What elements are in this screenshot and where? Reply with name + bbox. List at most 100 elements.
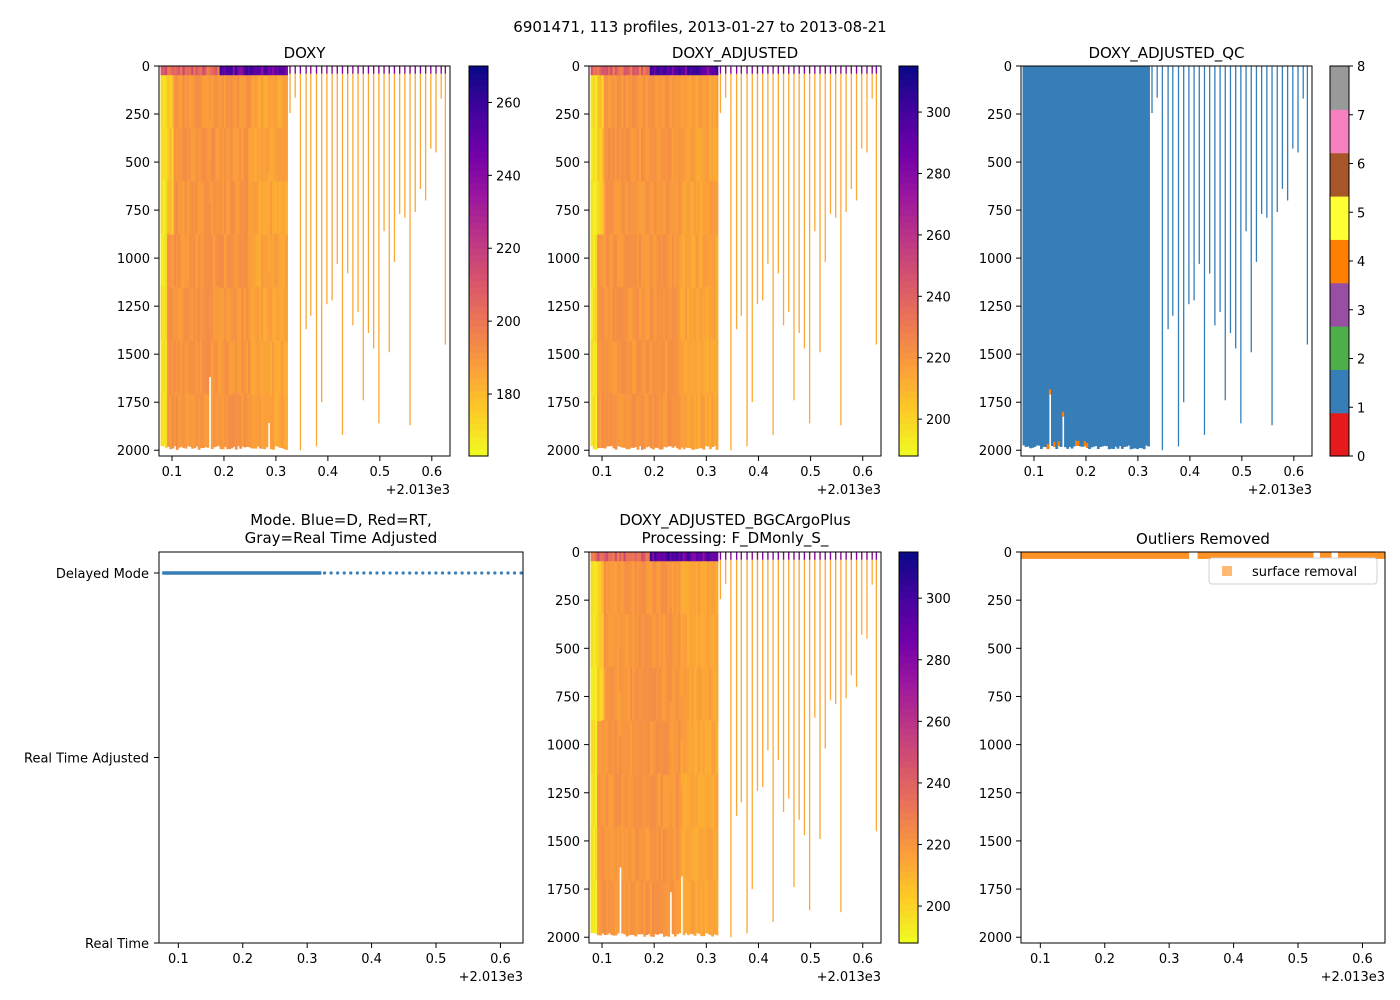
heatmap-cell: [709, 720, 712, 775]
heatmap-cell: [191, 74, 194, 129]
heatmap-cell: [647, 880, 651, 934]
colorbar-swatch: [899, 565, 918, 573]
heatmap-cell: [656, 774, 660, 829]
heatmap-cell: [237, 339, 240, 394]
heatmap-cell: [641, 560, 644, 615]
colorbar-swatch: [469, 66, 488, 74]
heatmap-cell: [689, 341, 693, 396]
qc-profile: [1033, 66, 1037, 447]
heatmap-cell: [698, 234, 701, 289]
heatmap-cell: [680, 287, 684, 342]
colorbar-swatch: [899, 215, 918, 223]
heatmap-cell: [621, 393, 625, 448]
heatmap-cell: [590, 826, 594, 880]
colorbar-swatch: [899, 923, 918, 931]
heatmap-cell: [223, 180, 227, 235]
qc-profile: [1112, 66, 1115, 449]
heatmap-surface-cell: [684, 552, 688, 562]
colorbar-swatch: [469, 222, 488, 230]
y-tick-label: 0: [1004, 60, 1012, 75]
qc-profile: [1138, 66, 1142, 448]
heatmap-surface-cell: [682, 552, 686, 562]
heatmap-surface-cell: [616, 66, 620, 76]
heatmap-surface-cell: [660, 552, 664, 562]
heatmap-cell: [695, 720, 699, 774]
heatmap-cell: [689, 880, 693, 934]
heatmap-surface-cell: [592, 552, 596, 562]
heatmap-cell: [673, 882, 677, 937]
heatmap-cell: [261, 74, 264, 129]
colorbar-swatch: [899, 916, 918, 925]
heatmap-cell: [625, 234, 629, 289]
heatmap-cell: [276, 233, 280, 288]
heatmap-cell: [643, 234, 647, 289]
heatmap-cell: [658, 879, 662, 934]
heatmap-cell: [660, 128, 664, 183]
heatmap-cell: [698, 613, 701, 668]
heatmap-cell: [638, 74, 642, 129]
heatmap-surface-cell: [627, 66, 631, 76]
colorbar-swatch: [469, 118, 488, 126]
heatmap-cell: [610, 339, 614, 394]
colorbar-tick-label: 4: [1357, 255, 1365, 270]
heatmap-cell: [673, 286, 677, 341]
heatmap-cell: [706, 773, 710, 828]
heatmap-surface-cell: [254, 66, 258, 76]
heatmap-cell: [250, 181, 253, 236]
heatmap-cell: [612, 341, 616, 395]
colorbar-swatch: [899, 313, 918, 321]
heatmap-profile: [424, 66, 427, 201]
heatmap-profile-surface: [835, 66, 837, 74]
heatmap-cell: [178, 181, 181, 235]
heatmap-cell: [667, 882, 671, 937]
heatmap-cell: [695, 613, 699, 668]
colorbar-swatch: [899, 754, 918, 762]
heatmap-cell: [667, 775, 671, 830]
colorbar-swatch: [469, 215, 488, 223]
heatmap-cell: [658, 74, 662, 129]
heatmap-cell: [186, 286, 190, 341]
heatmap-profile: [793, 66, 795, 401]
surface-removal-marker: [1021, 552, 1190, 559]
heatmap-cell: [215, 74, 218, 129]
colorbar-tick-label: 200: [926, 413, 951, 428]
heatmap-surface-cell: [219, 66, 223, 76]
heatmap-surface-cell: [702, 66, 706, 76]
heatmap-profile-surface: [829, 66, 832, 74]
heatmap-profile: [719, 552, 722, 600]
heatmap-cell: [713, 233, 717, 288]
heatmap-cell: [649, 287, 653, 342]
heatmap-cell: [210, 341, 214, 396]
heatmap-cell: [649, 341, 653, 395]
heatmap-cell: [645, 720, 649, 775]
legend-label: surface removal: [1252, 565, 1357, 580]
qc-profile: [1144, 66, 1148, 446]
heatmap-surface-cell: [636, 66, 640, 76]
heatmap-cell: [265, 234, 269, 288]
colorbar-swatch: [1330, 282, 1349, 327]
heatmap-cell: [254, 234, 258, 289]
heatmap-cell: [632, 667, 636, 722]
heatmap-cell: [621, 74, 625, 129]
heatmap-cell: [263, 181, 267, 236]
heatmap-cell: [182, 234, 186, 289]
heatmap-cell: [700, 560, 704, 615]
heatmap-cell: [680, 74, 684, 129]
heatmap-cell: [665, 881, 668, 936]
heatmap-profile: [751, 66, 753, 403]
heatmap-profile-surface: [357, 66, 359, 74]
heatmap-cell: [632, 127, 636, 182]
heatmap-cell: [599, 721, 603, 776]
heatmap-cell: [282, 128, 286, 183]
heatmap-surface-cell: [660, 66, 664, 76]
heatmap-cell: [202, 181, 205, 236]
heatmap-profile: [730, 552, 732, 938]
heatmap-profile: [321, 66, 323, 403]
delayed-mode-point: [329, 571, 333, 575]
heatmap-surface-cell: [608, 66, 611, 76]
colorbar-swatch: [899, 669, 918, 677]
heatmap-profile: [294, 66, 296, 98]
heatmap-cell: [627, 614, 631, 669]
heatmap-cell: [711, 775, 715, 830]
heatmap-cell: [711, 74, 715, 129]
